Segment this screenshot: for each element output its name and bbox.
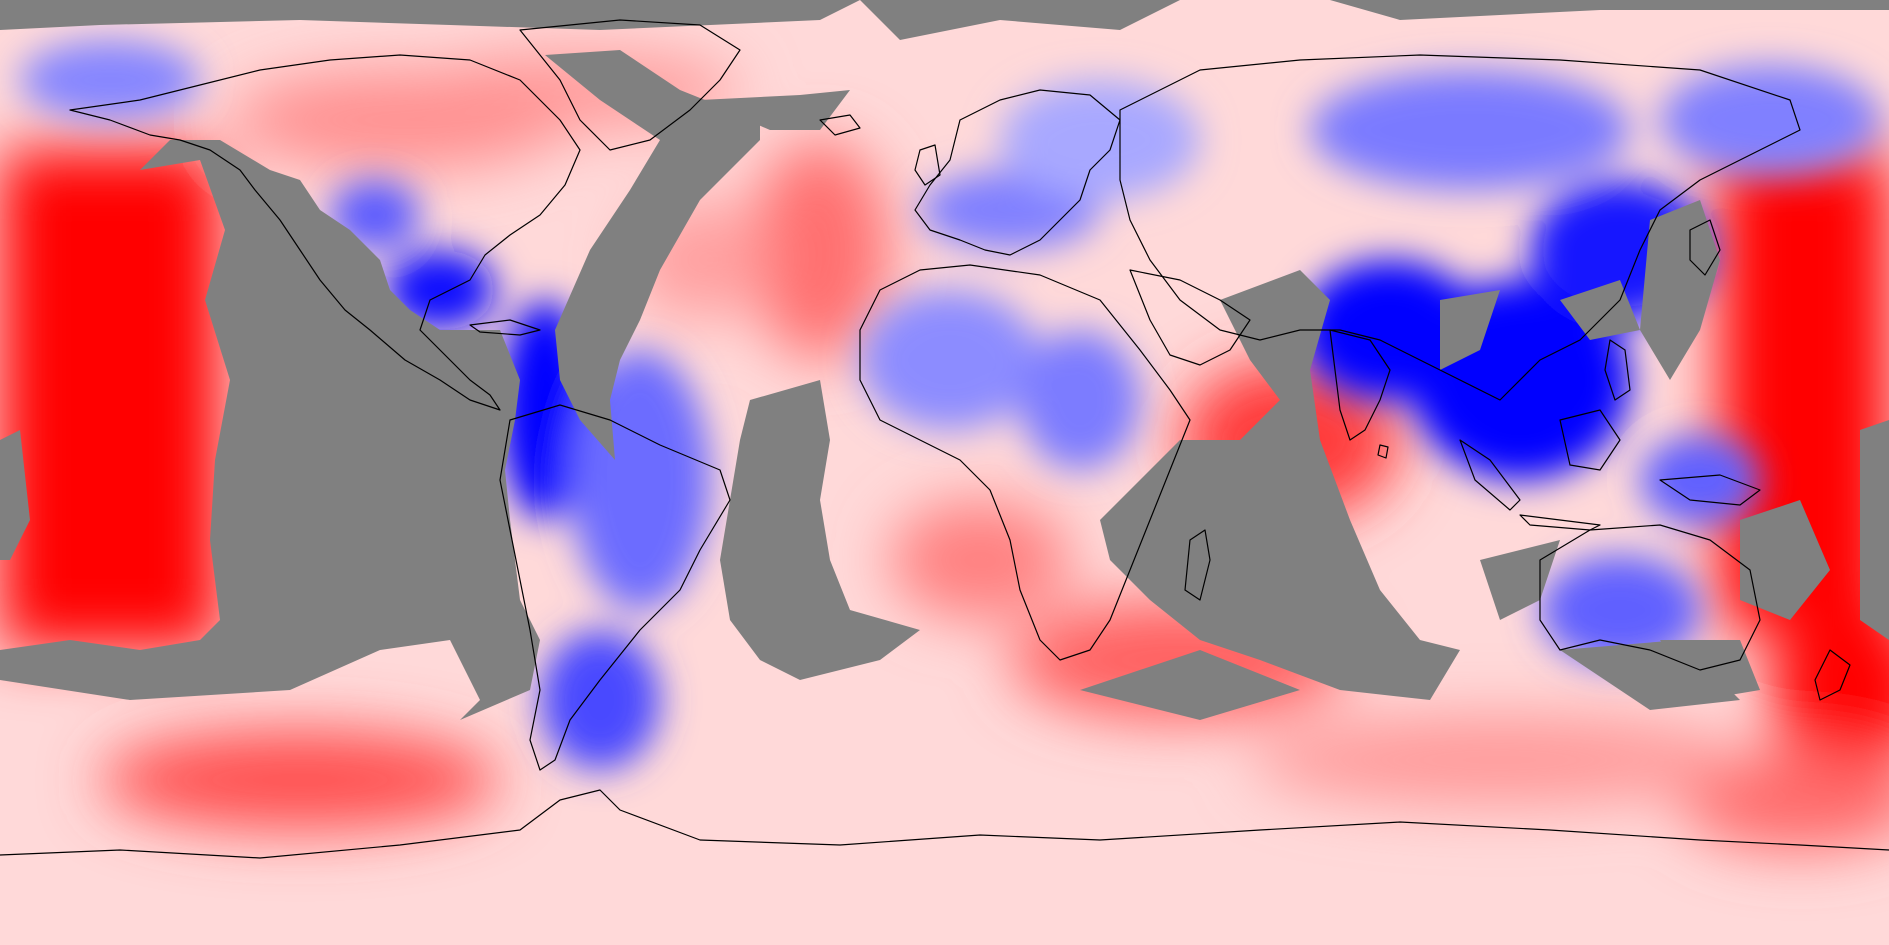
coastline-india: [1329, 329, 1391, 441]
coastline-cuba: [469, 319, 541, 336]
coastline-north-america: [69, 54, 581, 411]
coastline-uk: [914, 144, 941, 186]
coastline-asia: [1119, 54, 1801, 401]
coastline-australia: [1539, 524, 1761, 671]
coastline-sri-lanka: [1377, 444, 1389, 459]
coastline-greenland: [519, 19, 741, 151]
coastline-europe: [914, 89, 1121, 256]
coastline-sumatra: [1459, 439, 1521, 511]
coastline-new-zealand: [1814, 649, 1851, 701]
coastline-java: [1519, 514, 1601, 531]
coastline-iceland: [819, 114, 861, 136]
coastline-south-america: [499, 404, 731, 771]
coastline-new-guinea: [1659, 474, 1761, 506]
coastline-layer: [0, 19, 1889, 859]
coastline-japan: [1689, 219, 1721, 276]
missing-data-layer: [0, 0, 1889, 720]
coastline-arabia: [1129, 269, 1251, 366]
coastline-madagascar: [1184, 529, 1211, 601]
coastline-africa: [859, 264, 1191, 661]
coastline-philippines: [1604, 339, 1631, 401]
coastline-borneo: [1559, 409, 1621, 471]
coastline-antarctica: [0, 789, 1889, 859]
